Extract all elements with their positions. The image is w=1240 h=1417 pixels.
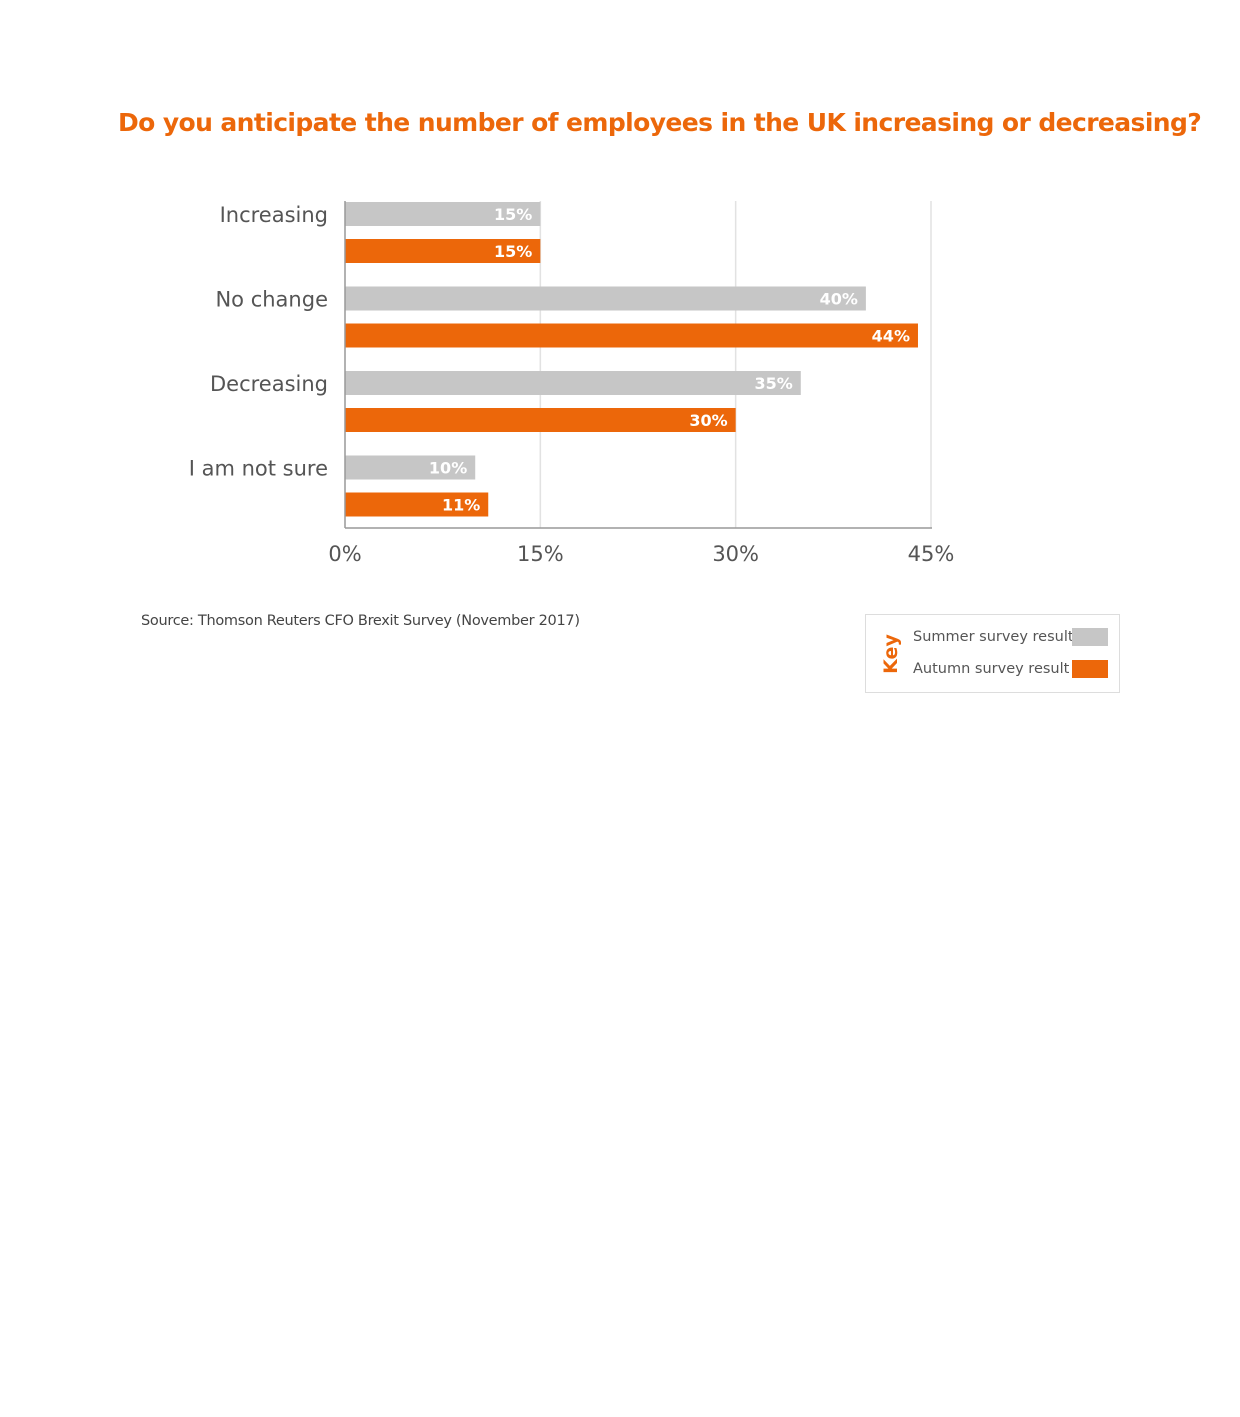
x-tick-label: 30% (712, 542, 759, 566)
legend-label-autumn: Autumn survey result (913, 661, 1070, 677)
legend-swatch-summer (1072, 628, 1108, 646)
bar-autumn (345, 408, 736, 432)
bar-chart: 0% 15% 30% 45% Increasing 15% 15% No change 40% 4… (189, 201, 955, 566)
data-label: 44% (872, 327, 910, 346)
legend-label-summer: Summer survey result (913, 629, 1074, 645)
bar-summer (345, 286, 866, 311)
category-label: Decreasing (210, 372, 328, 396)
bar-autumn (345, 239, 541, 263)
legend: Key Summer survey result Autumn survey r… (865, 614, 1120, 693)
bar-summer (345, 371, 801, 395)
x-tick-label: 45% (908, 542, 955, 566)
data-label: 30% (689, 411, 727, 430)
data-label: 15% (494, 242, 532, 261)
legend-title: Key (879, 634, 902, 674)
data-label: 10% (429, 459, 467, 478)
bar-autumn (345, 492, 489, 517)
data-label: 15% (494, 205, 532, 224)
data-label: 35% (754, 374, 792, 393)
bar-summer (345, 455, 476, 480)
data-label: 40% (820, 290, 858, 309)
legend-swatch-autumn (1072, 660, 1108, 678)
x-tick-label: 0% (328, 542, 361, 566)
source-note: Source: Thomson Reuters CFO Brexit Surve… (141, 613, 580, 629)
bar-summer (345, 202, 541, 226)
category-label: No change (215, 288, 328, 312)
chart-title: Do you anticipate the number of employee… (118, 108, 1202, 137)
x-tick-label: 15% (517, 542, 564, 566)
bar-autumn (345, 323, 918, 348)
category-label: Increasing (220, 203, 328, 227)
data-label: 11% (442, 496, 480, 515)
category-label: I am not sure (189, 457, 328, 481)
